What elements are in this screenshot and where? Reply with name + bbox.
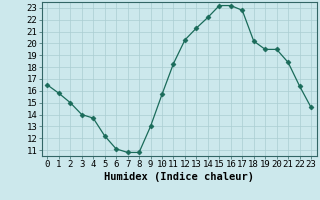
X-axis label: Humidex (Indice chaleur): Humidex (Indice chaleur) — [104, 172, 254, 182]
